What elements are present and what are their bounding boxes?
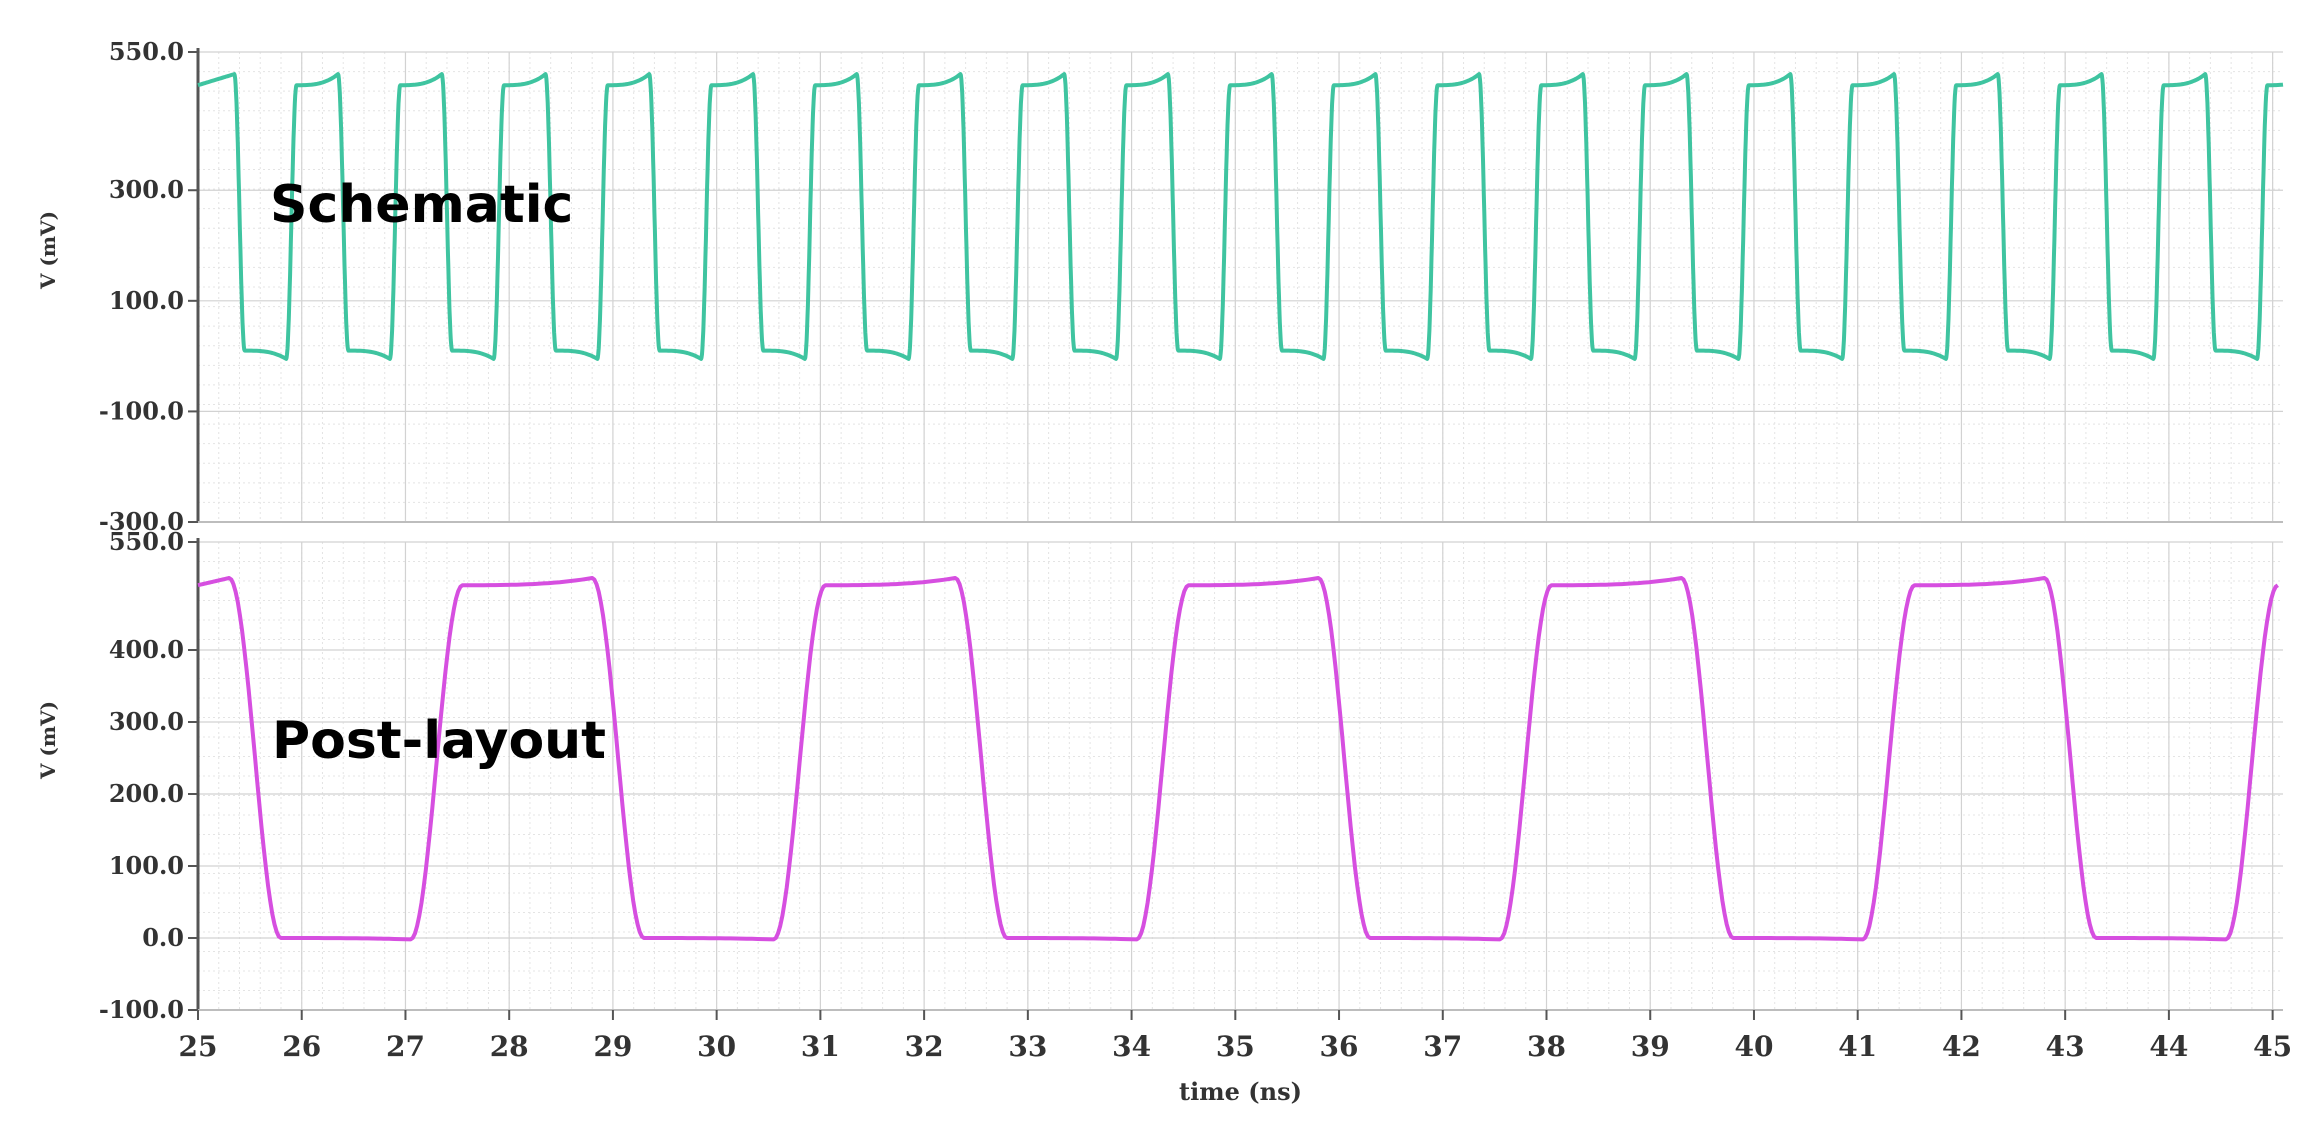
x-tick-label: 28 — [490, 1030, 529, 1063]
x-axis-label: time (ns) — [1179, 1077, 1302, 1106]
x-tick-label: 26 — [282, 1030, 321, 1063]
x-tick-label: 34 — [1112, 1030, 1151, 1063]
y-tick-label: -100.0 — [99, 396, 184, 425]
y-tick-label: 550.0 — [109, 37, 184, 66]
y-tick-label: 100.0 — [109, 851, 184, 880]
y-tick-label: 300.0 — [109, 707, 184, 736]
schematic-annotation: Schematic — [270, 175, 573, 235]
x-tick-label: 33 — [1008, 1030, 1047, 1063]
schematic-waveform-line — [197, 72, 2284, 361]
schematic-y-label: V (mV) — [36, 211, 60, 290]
x-tick-label: 42 — [1942, 1030, 1981, 1063]
x-tick-label: 39 — [1631, 1030, 1670, 1063]
time-axis: 25 26 27 28 29 30 31 32 33 34 35 36 37 38 39 40 41 42 43 44… — [179, 1010, 2292, 1106]
y-tick-label: 200.0 — [109, 779, 184, 808]
x-tick-label: 30 — [697, 1030, 736, 1063]
x-tick-label: 25 — [179, 1030, 218, 1063]
x-tick-label: 32 — [905, 1030, 944, 1063]
x-tick-label: 36 — [1320, 1030, 1359, 1063]
post-layout-waveform-line — [197, 576, 2279, 942]
schematic-grid — [197, 51, 2283, 523]
y-tick-label: 100.0 — [109, 286, 184, 315]
x-tick-label: 35 — [1216, 1030, 1255, 1063]
y-tick-label: 550.0 — [109, 527, 184, 556]
x-tick-label: 45 — [2253, 1030, 2292, 1063]
y-tick-label: 0.0 — [142, 923, 184, 952]
post-layout-grid — [197, 541, 2283, 1011]
post-layout-panel: 550.0 400.0 300.0 200.0 100.0 0.0 -100.0 V (mV)… — [36, 527, 2283, 1024]
x-tick-label: 29 — [593, 1030, 632, 1063]
x-tick-label: 37 — [1423, 1030, 1462, 1063]
y-tick-label: 300.0 — [109, 175, 184, 204]
x-tick-label: 40 — [1734, 1030, 1773, 1063]
x-tick-label: 41 — [1838, 1030, 1877, 1063]
schematic-panel: 550.0 300.0 100.0 -100.0 -300.0 V (mV) Schemat… — [36, 37, 2284, 536]
post-layout-y-label: V (mV) — [36, 701, 60, 780]
y-tick-label: -300.0 — [99, 507, 184, 536]
x-tick-label: 38 — [1527, 1030, 1566, 1063]
x-tick-label: 31 — [801, 1030, 840, 1063]
x-tick-label: 27 — [386, 1030, 425, 1063]
x-tick-label: 43 — [2046, 1030, 2085, 1063]
y-tick-label: -100.0 — [99, 995, 184, 1024]
post-layout-annotation: Post-layout — [272, 711, 606, 771]
x-tick-label: 44 — [2149, 1030, 2188, 1063]
y-tick-label: 400.0 — [109, 635, 184, 664]
